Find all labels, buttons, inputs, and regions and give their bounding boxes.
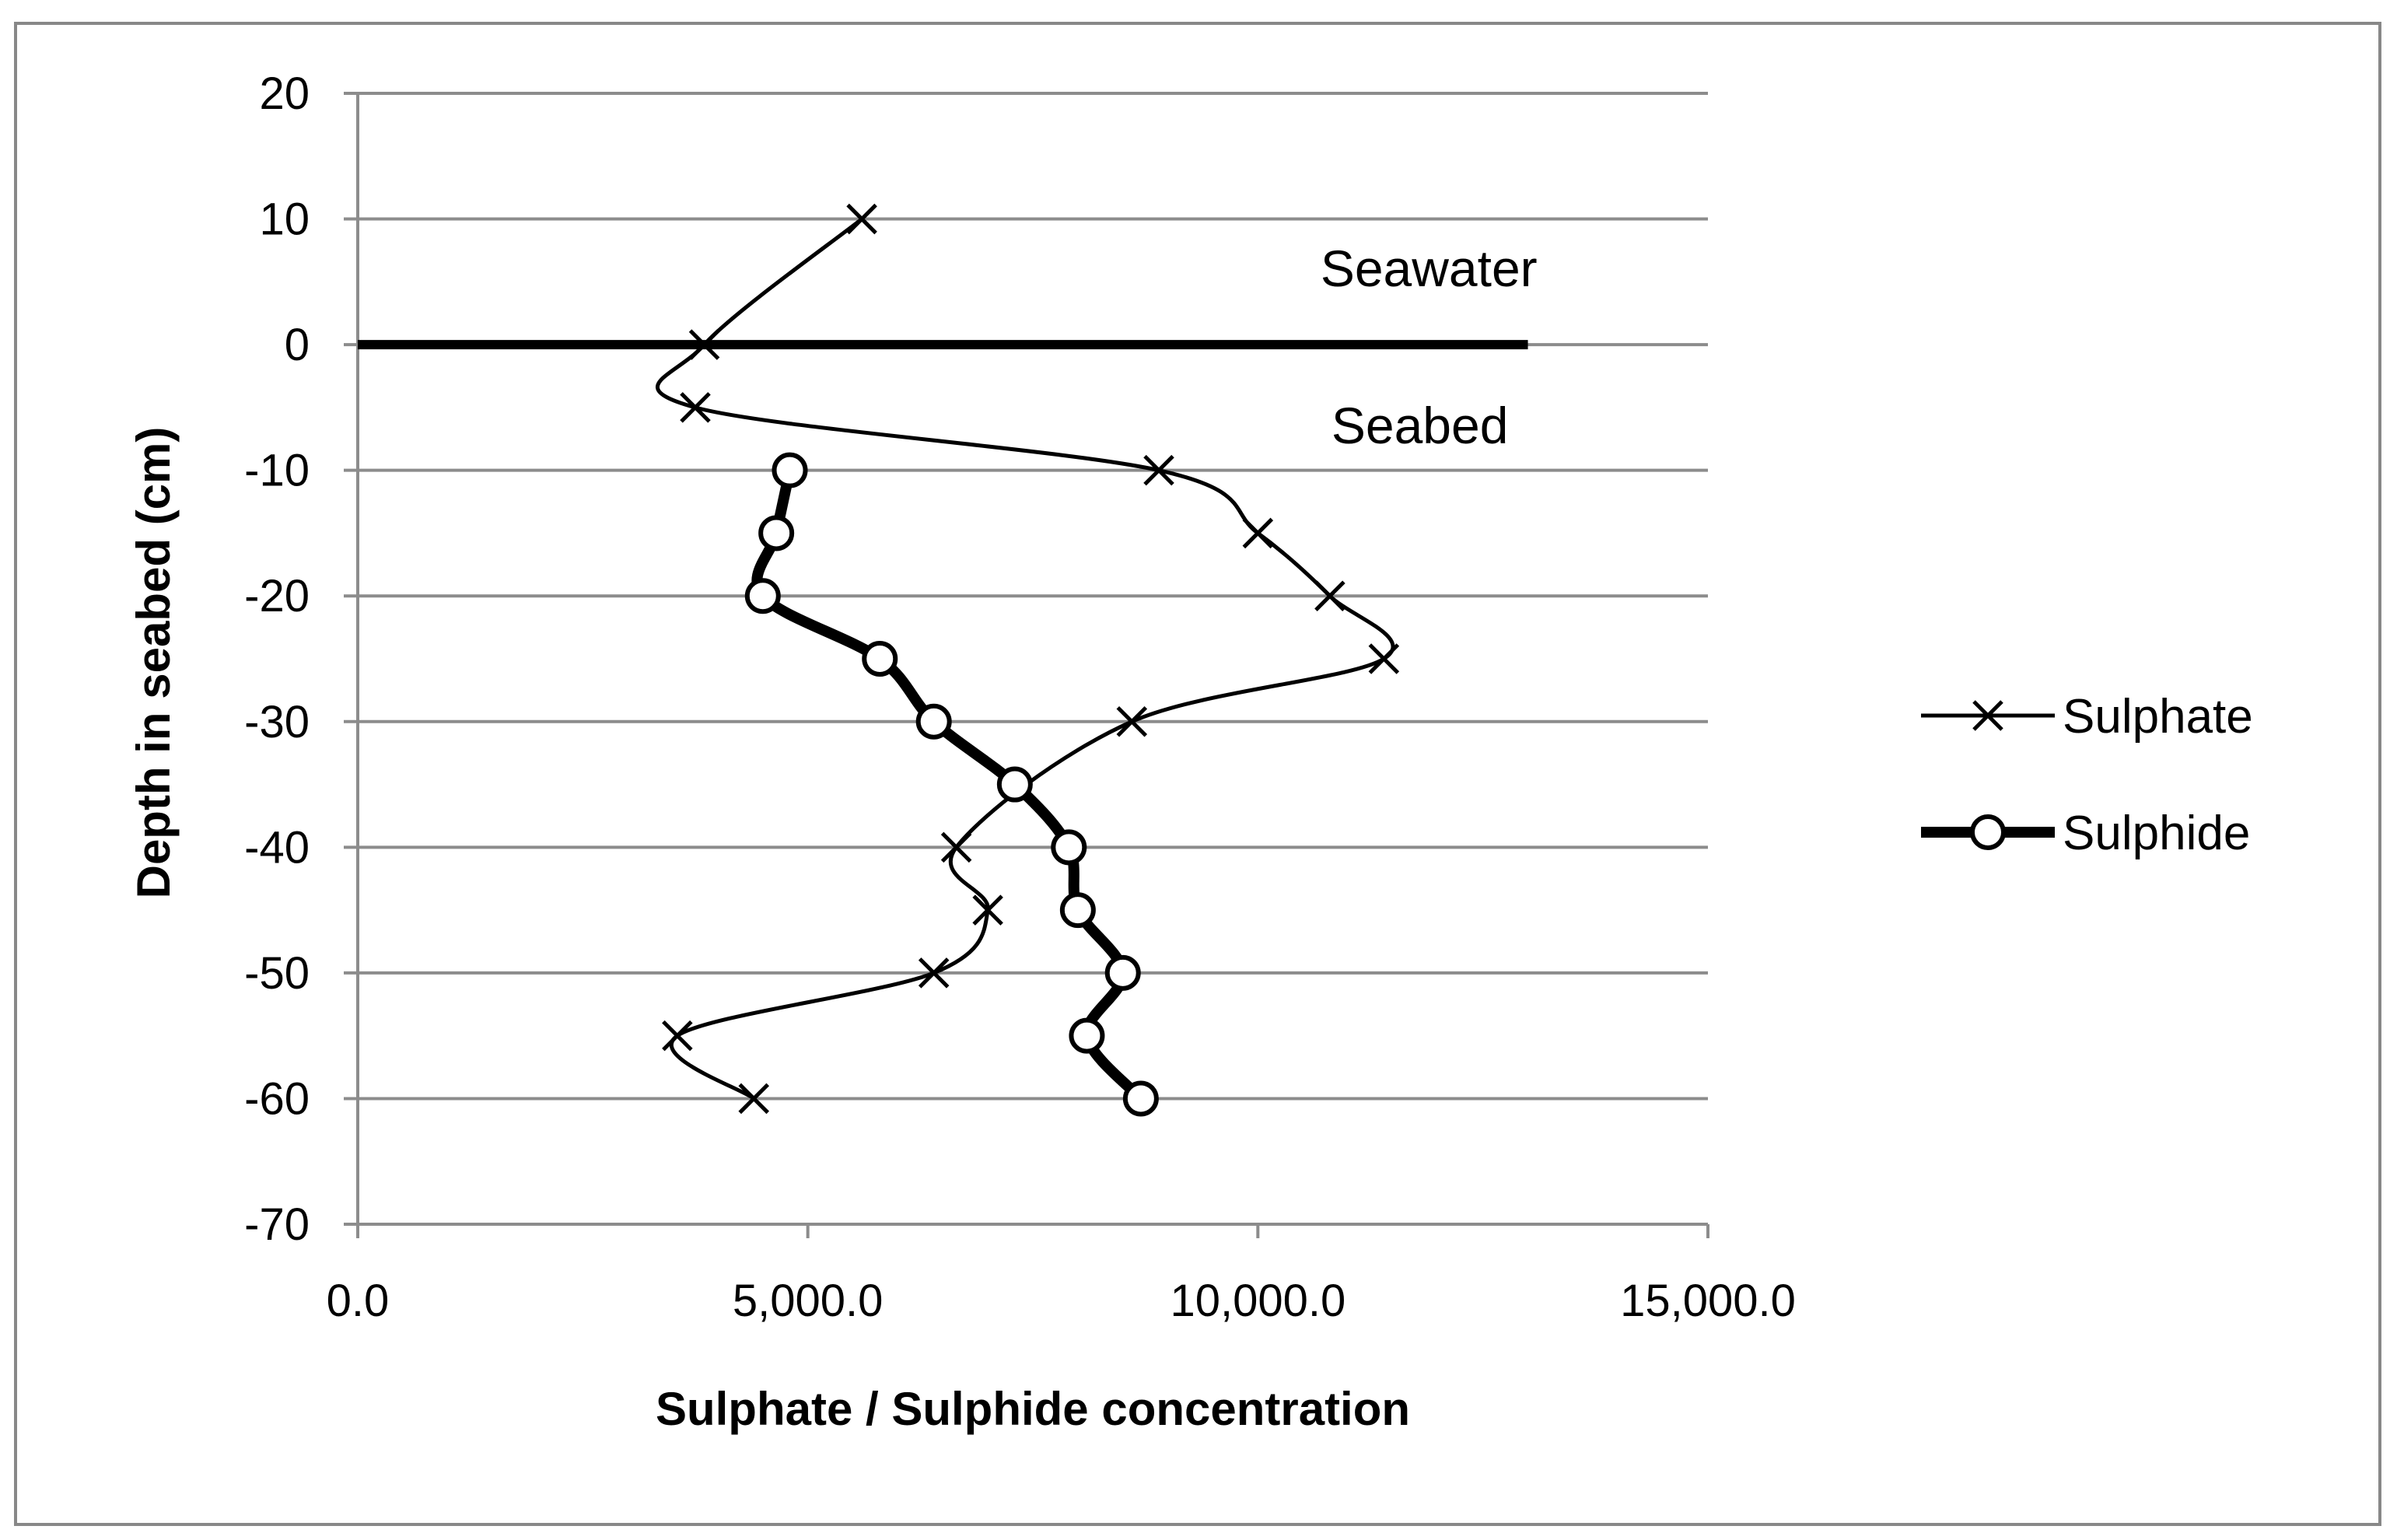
y-tick-label-2: 0 xyxy=(285,320,310,370)
x-tick-label-1: 5,000.0 xyxy=(733,1276,884,1326)
x-tick-label-3: 15,000.0 xyxy=(1620,1276,1796,1326)
sulphide-point-6 xyxy=(1051,829,1087,866)
legend-marker-sulphide xyxy=(1970,814,2006,850)
sulphate-point-11 xyxy=(662,1020,693,1052)
annotation-seawater: Seawater xyxy=(1321,240,1538,297)
sulphide-point-7 xyxy=(1059,892,1096,929)
sulphide-point-10 xyxy=(1122,1080,1159,1117)
y-tick-label-9: -70 xyxy=(244,1199,310,1250)
sulphide-point-1 xyxy=(758,515,795,551)
y-tick-label-6: -40 xyxy=(244,822,310,873)
sulphate-point-8 xyxy=(940,831,972,863)
sulphate-point-6 xyxy=(1368,643,1400,674)
y-tick-label-4: -20 xyxy=(244,571,310,621)
sulphide-point-8 xyxy=(1104,954,1141,991)
y-tick-label-0: 20 xyxy=(259,68,310,119)
sulphate-point-9 xyxy=(972,894,1003,926)
y-tick-label-3: -10 xyxy=(244,446,310,496)
series-group xyxy=(655,203,1400,1117)
sulphide-point-4 xyxy=(915,703,952,740)
sulphate-point-7 xyxy=(1116,706,1148,737)
sulphate-point-12 xyxy=(738,1083,769,1115)
x-tick-labels: 0.0 5,000.0 10,000.0 15,000.0 xyxy=(327,1276,1796,1326)
sulphide-point-3 xyxy=(862,641,898,677)
sulphate-point-5 xyxy=(1314,580,1345,611)
sulphate-point-3 xyxy=(1143,454,1174,486)
sulphate-point-4 xyxy=(1242,517,1274,549)
sulphate-point-0 xyxy=(846,203,877,235)
sulphide-point-2 xyxy=(744,578,781,614)
y-axis-title: Depth in seabed (cm) xyxy=(128,427,180,899)
x-tick-label-2: 10,000.0 xyxy=(1170,1276,1345,1326)
sulphide-point-9 xyxy=(1069,1017,1105,1054)
legend-marker-sulphate xyxy=(1972,700,2003,731)
annotation-seabed: Seabed xyxy=(1331,397,1509,454)
legend-label-sulphide: Sulphide xyxy=(2063,807,2250,860)
sulphide-point-5 xyxy=(996,766,1033,803)
sulphate-point-10 xyxy=(918,957,950,989)
axes xyxy=(344,92,1709,1238)
y-tick-label-5: -30 xyxy=(244,697,310,747)
y-tick-label-1: 10 xyxy=(259,194,310,245)
sulphate-point-1 xyxy=(688,329,720,360)
x-axis-title: Sulphate / Sulphide concentration xyxy=(656,1383,1410,1435)
sulphide-point-0 xyxy=(772,452,808,488)
y-tick-label-7: -50 xyxy=(244,948,310,999)
annotations: Seawater Seabed xyxy=(1321,240,1538,454)
legend: Sulphate Sulphide xyxy=(1921,690,2253,860)
y-tick-label-8: -60 xyxy=(244,1073,310,1124)
legend-label-sulphate: Sulphate xyxy=(2063,690,2253,744)
y-tick-labels: 20 10 0 -10 -20 -30 -40 -50 -60 -70 xyxy=(244,68,310,1250)
x-tick-label-0: 0.0 xyxy=(327,1276,390,1326)
chart-frame xyxy=(14,22,2381,1526)
sulphate-point-2 xyxy=(680,392,711,423)
gridlines xyxy=(358,92,1708,1101)
